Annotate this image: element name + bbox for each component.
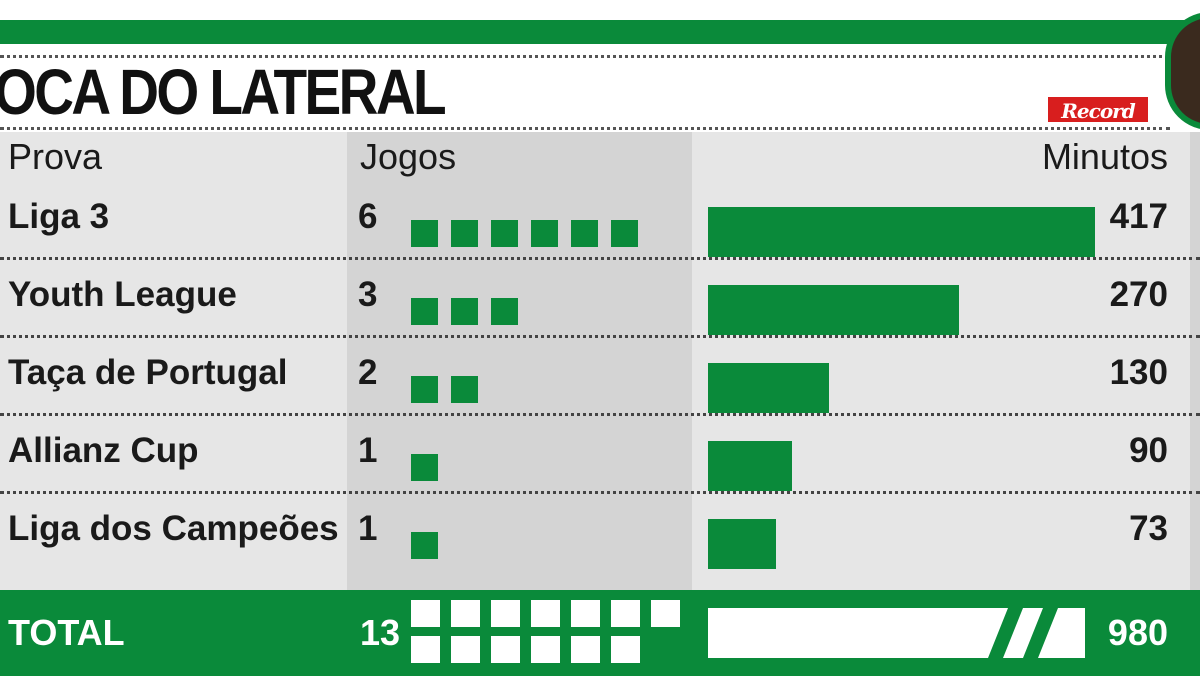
brand-logo: Record	[1046, 95, 1150, 124]
row-separator	[0, 413, 1200, 416]
game-square	[451, 376, 478, 403]
total-game-square	[491, 636, 520, 663]
competition-label: Taça de Portugal	[8, 353, 288, 392]
game-square	[611, 220, 638, 247]
header-minutes: Minutos	[1041, 136, 1168, 177]
total-game-square	[611, 600, 640, 627]
next-column-shade	[1190, 132, 1200, 590]
minutes-bar	[708, 441, 792, 491]
game-square	[571, 220, 598, 247]
total-minutes: 980	[1107, 612, 1168, 653]
title-rule-bottom	[0, 127, 1170, 130]
game-square	[411, 220, 438, 247]
total-row	[0, 590, 1200, 676]
games-value: 1	[358, 509, 378, 548]
competition-label: Allianz Cup	[8, 431, 199, 470]
minutes-bar	[708, 363, 829, 413]
total-game-square	[491, 600, 520, 627]
total-game-square	[531, 636, 560, 663]
minutes-value: 270	[1109, 275, 1168, 314]
title-rule-top	[0, 55, 1170, 58]
total-game-square	[451, 636, 480, 663]
competition-label: Youth League	[8, 275, 237, 314]
game-square	[491, 220, 518, 247]
header-games: Jogos	[360, 136, 457, 177]
total-game-square	[611, 636, 640, 663]
minutes-value: 130	[1109, 353, 1168, 392]
total-game-square	[571, 636, 600, 663]
minutes-bar	[708, 207, 1095, 257]
total-minutes-bar	[708, 608, 1085, 658]
game-square	[411, 532, 438, 559]
total-label: TOTAL	[8, 612, 125, 653]
games-value: 6	[358, 197, 378, 236]
games-column-shade	[347, 132, 692, 590]
total-game-square	[571, 600, 600, 627]
header-competition: Prova	[8, 136, 103, 177]
competition-label: Liga 3	[8, 197, 110, 236]
top-accent-bar	[0, 20, 1200, 44]
game-square	[411, 376, 438, 403]
game-square	[451, 220, 478, 247]
minutes-bar	[708, 285, 959, 335]
game-square	[531, 220, 558, 247]
total-game-square	[451, 600, 480, 627]
competition-label: Liga dos Campeões	[8, 509, 339, 548]
chart-title: OCA DO LATERAL	[0, 56, 447, 128]
games-value: 1	[358, 431, 378, 470]
game-square	[491, 298, 518, 325]
minutes-value: 90	[1129, 431, 1168, 470]
total-game-square	[531, 600, 560, 627]
game-square	[411, 298, 438, 325]
row-separator	[0, 257, 1200, 260]
games-value: 2	[358, 353, 378, 392]
minutes-value: 73	[1129, 509, 1168, 548]
games-value: 3	[358, 275, 378, 314]
total-game-square	[411, 600, 440, 627]
game-square	[411, 454, 438, 481]
minutes-value: 417	[1109, 197, 1168, 236]
game-square	[451, 298, 478, 325]
total-game-square	[411, 636, 440, 663]
row-separator	[0, 491, 1200, 494]
row-separator	[0, 335, 1200, 338]
total-game-square	[651, 600, 680, 627]
minutes-bar	[708, 519, 776, 569]
total-games: 13	[360, 612, 401, 653]
